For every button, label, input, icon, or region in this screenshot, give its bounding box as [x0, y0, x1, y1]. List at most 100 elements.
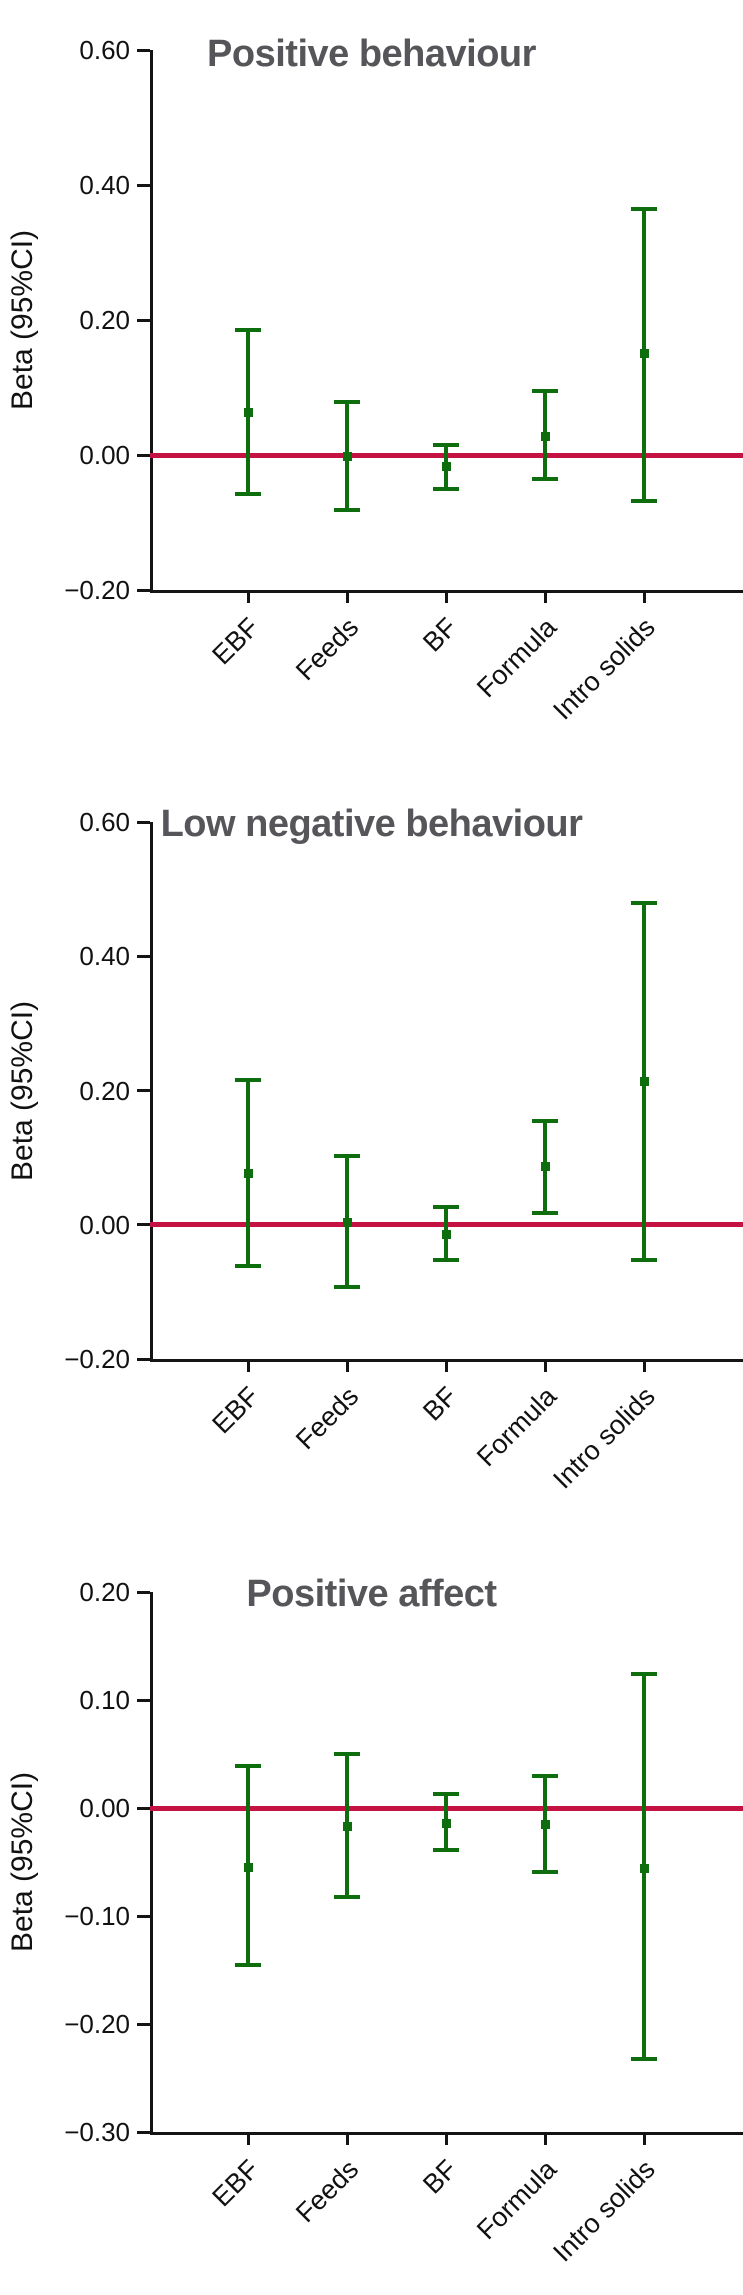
x-category-label: BF — [417, 612, 464, 658]
ci-cap-bottom — [235, 1962, 261, 1967]
x-tick-mark — [642, 2132, 646, 2145]
y-tick-label: −0.10 — [64, 1901, 130, 1931]
x-category-label: Formula — [470, 1381, 563, 1473]
plot-area-positive-behaviour — [150, 50, 743, 593]
x-tick-mark — [444, 1359, 448, 1372]
y-tick-label: −0.30 — [64, 2117, 130, 2147]
x-tick-mark — [543, 2132, 547, 2145]
y-tick-label: −0.20 — [64, 2009, 130, 2039]
x-category-label: Feeds — [289, 612, 365, 687]
ci-cap-top — [631, 900, 657, 905]
ci-cap-bottom — [334, 1894, 360, 1899]
y-tick-mark — [137, 1357, 150, 1361]
y-tick-mark — [137, 954, 150, 958]
x-tick-mark — [345, 590, 349, 603]
ci-cap-top — [235, 1763, 261, 1768]
x-category-label: Intro solids — [547, 612, 662, 726]
ci-cap-bottom — [631, 2056, 657, 2061]
y-tick-mark — [137, 1698, 150, 1702]
x-category-label: EBF — [206, 2154, 266, 2213]
point-estimate-marker — [342, 1218, 352, 1228]
y-tick-label: 0.00 — [79, 440, 130, 470]
x-tick-mark — [543, 590, 547, 603]
x-category-label: BF — [417, 2154, 464, 2200]
x-tick-mark — [444, 2132, 448, 2145]
y-tick-label: 0.20 — [79, 1075, 130, 1106]
point-estimate-marker — [639, 1077, 649, 1087]
x-category-label: Formula — [470, 612, 563, 704]
point-estimate-marker — [540, 1819, 550, 1829]
x-tick-mark — [444, 590, 448, 603]
ci-cap-bottom — [235, 1263, 261, 1268]
y-tick-mark — [137, 1914, 150, 1918]
ci-cap-top — [631, 1672, 657, 1677]
x-tick-mark — [543, 1359, 547, 1372]
ci-cap-bottom — [532, 477, 558, 482]
panel-title-positive-behaviour: Positive behaviour — [207, 32, 536, 75]
x-category-label: EBF — [206, 612, 266, 671]
ci-cap-top — [235, 1078, 261, 1083]
ci-cap-top — [235, 328, 261, 333]
ci-cap-top — [532, 388, 558, 393]
y-axis-label: Beta (95%CI) — [6, 1771, 39, 1953]
y-tick-mark — [137, 183, 150, 187]
y-tick-mark — [137, 1223, 150, 1227]
point-estimate-marker — [441, 1230, 451, 1240]
ci-cap-bottom — [433, 1258, 459, 1263]
x-tick-mark — [642, 590, 646, 603]
x-category-label: EBF — [206, 1381, 266, 1440]
y-tick-mark — [137, 1089, 150, 1092]
ci-cap-top — [334, 1752, 360, 1756]
point-estimate-marker — [243, 1862, 253, 1872]
x-tick-mark — [642, 1359, 646, 1372]
x-category-label: BF — [417, 1381, 464, 1427]
y-tick-label: 0.60 — [79, 807, 130, 837]
y-tick-label: 0.20 — [79, 305, 130, 335]
y-tick-mark — [137, 1806, 150, 1810]
x-category-label: Intro solids — [547, 1381, 662, 1495]
x-category-label: Formula — [470, 2154, 563, 2246]
y-tick-label: 0.60 — [79, 35, 130, 65]
x-tick-mark — [246, 1359, 250, 1372]
point-estimate-marker — [243, 407, 253, 417]
ci-cap-top — [433, 1205, 459, 1210]
ci-cap-top — [532, 1773, 558, 1778]
ci-cap-bottom — [433, 1848, 459, 1853]
x-category-label: Intro solids — [547, 2154, 662, 2268]
y-tick-label: 0.00 — [79, 1793, 130, 1823]
y-tick-label: 0.10 — [79, 1685, 130, 1715]
y-tick-label: 0.20 — [79, 1577, 130, 1607]
x-tick-mark — [345, 1359, 349, 1372]
y-tick-mark — [137, 1590, 150, 1594]
ci-cap-top — [532, 1118, 558, 1123]
y-tick-mark — [137, 820, 150, 824]
x-tick-mark — [246, 590, 250, 603]
ci-cap-bottom — [334, 508, 360, 513]
point-estimate-marker — [441, 461, 451, 471]
ci-cap-bottom — [334, 1285, 360, 1290]
ci-cap-bottom — [235, 492, 261, 497]
ci-cap-bottom — [433, 486, 459, 491]
y-tick-mark — [137, 318, 150, 322]
x-tick-mark — [345, 2132, 349, 2145]
y-tick-mark — [137, 48, 150, 52]
y-tick-mark — [137, 453, 150, 457]
y-tick-mark — [137, 588, 150, 592]
y-tick-label: 0.40 — [79, 941, 130, 972]
y-tick-mark — [137, 2130, 150, 2134]
y-tick-label: −0.20 — [64, 575, 130, 605]
y-tick-label: 0.40 — [79, 170, 130, 200]
ci-cap-bottom — [631, 498, 657, 503]
point-estimate-marker — [639, 1863, 649, 1873]
ci-cap-top — [433, 1791, 459, 1796]
point-estimate-marker — [243, 1169, 253, 1179]
y-tick-label: −0.20 — [64, 1344, 130, 1374]
ci-cap-top — [631, 206, 657, 211]
point-estimate-marker — [342, 451, 352, 461]
point-estimate-marker — [639, 349, 649, 359]
point-estimate-marker — [540, 431, 550, 441]
ci-cap-bottom — [532, 1211, 558, 1216]
x-tick-mark — [246, 2132, 250, 2145]
point-estimate-marker — [540, 1161, 550, 1171]
